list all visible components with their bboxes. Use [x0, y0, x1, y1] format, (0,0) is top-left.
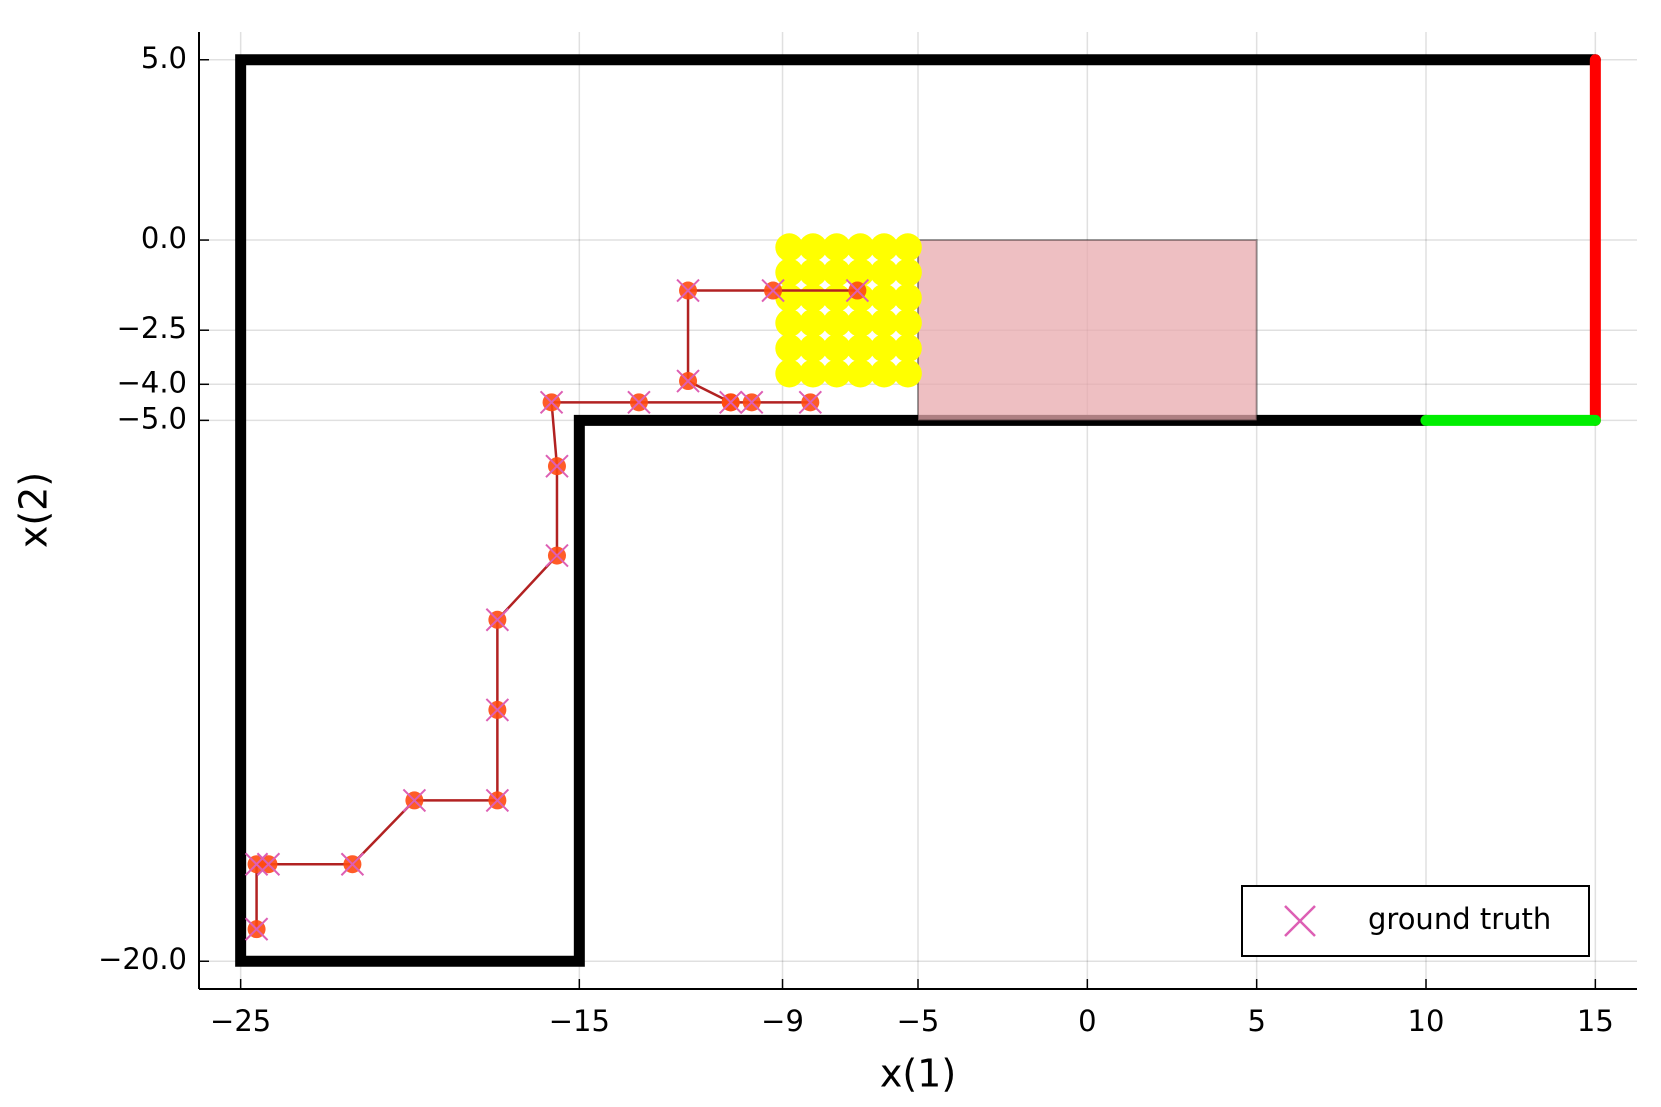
ground-truth-marker	[627, 390, 651, 415]
ground-truth-marker	[798, 390, 823, 415]
sample-point	[775, 359, 804, 388]
sample-point	[893, 258, 922, 287]
ground-truth-marker	[719, 390, 743, 415]
sample-point	[893, 283, 922, 312]
sample-point	[799, 258, 828, 287]
sample-point	[846, 233, 875, 262]
sample-point	[822, 359, 851, 388]
sample-point	[870, 308, 899, 337]
ground-truth-marker	[402, 788, 427, 813]
legend: ground truth	[1241, 885, 1590, 957]
ground-truth-marker	[244, 852, 269, 876]
sample-point	[822, 258, 851, 287]
boundary-line	[235, 54, 1601, 967]
sample-point	[870, 283, 899, 312]
ground-truth-marker	[676, 369, 700, 393]
target-region	[917, 239, 1258, 422]
ground-truth-marker	[676, 278, 700, 303]
sample-point	[870, 334, 899, 363]
ground-truth-marker	[545, 543, 569, 568]
legend-marker	[1284, 905, 1316, 937]
sample-point	[870, 359, 899, 388]
y-tick-label: −5.0	[117, 401, 187, 435]
ground-truth-marker	[244, 917, 269, 941]
x-tick-label: −5	[897, 1004, 940, 1038]
sample-point	[893, 308, 922, 337]
sample-point	[799, 308, 828, 337]
ground-truth-marker	[845, 278, 870, 303]
y-tick-label: −2.5	[117, 311, 187, 345]
sample-point	[893, 359, 922, 388]
y-axis-label: x(2)	[12, 472, 56, 548]
sample-point	[822, 308, 851, 337]
plot-area: −25 −15 −9 −5 0 5 10 15 5.0 0.0 −2.5 −4.0−5.0 −20.0 g…	[98, 32, 1637, 1038]
ground-truth-marker	[761, 278, 785, 303]
sample-point	[893, 233, 922, 262]
sample-point	[893, 334, 922, 363]
sample-point	[775, 233, 804, 262]
trajectory-line	[255, 289, 858, 930]
x-tick-label: 15	[1577, 1004, 1614, 1038]
ground-truth-marker	[256, 852, 281, 876]
y-tick-label: −20.0	[98, 942, 187, 976]
y-tick-label: 5.0	[141, 41, 187, 75]
x-tick-label: −15	[549, 1004, 610, 1038]
y-tick-label: −4.0	[117, 365, 187, 399]
x-tick-label: 10	[1408, 1004, 1445, 1038]
sample-point	[775, 334, 804, 363]
sample-point	[846, 334, 875, 363]
sample-point	[846, 308, 875, 337]
ground-truth-marker	[740, 390, 764, 415]
x-tick-label: 5	[1247, 1004, 1265, 1038]
sample-point	[799, 359, 828, 388]
ground-truth-marker	[539, 390, 564, 415]
ground-truth-marker	[485, 608, 510, 632]
legend-label: ground truth	[1368, 902, 1551, 936]
sample-point	[799, 233, 828, 262]
x-tick-label: −9	[761, 1004, 804, 1038]
x-axis-label: x(1)	[880, 1052, 956, 1096]
sample-point	[870, 258, 899, 287]
sample-point	[799, 334, 828, 363]
sample-point	[775, 308, 804, 337]
x-tick-label: −25	[210, 1004, 271, 1038]
ground-truth-marker	[340, 852, 365, 876]
sample-point	[846, 359, 875, 388]
ground-truth-marker	[485, 788, 510, 813]
sample-point	[822, 233, 851, 262]
ground-truth-marker	[485, 698, 510, 722]
y-tick-label: 0.0	[141, 221, 187, 255]
ground-truth-marker	[545, 454, 569, 478]
sample-point	[870, 233, 899, 262]
sample-point	[775, 258, 804, 287]
x-tick-label: 0	[1078, 1004, 1096, 1038]
sample-point	[822, 334, 851, 363]
